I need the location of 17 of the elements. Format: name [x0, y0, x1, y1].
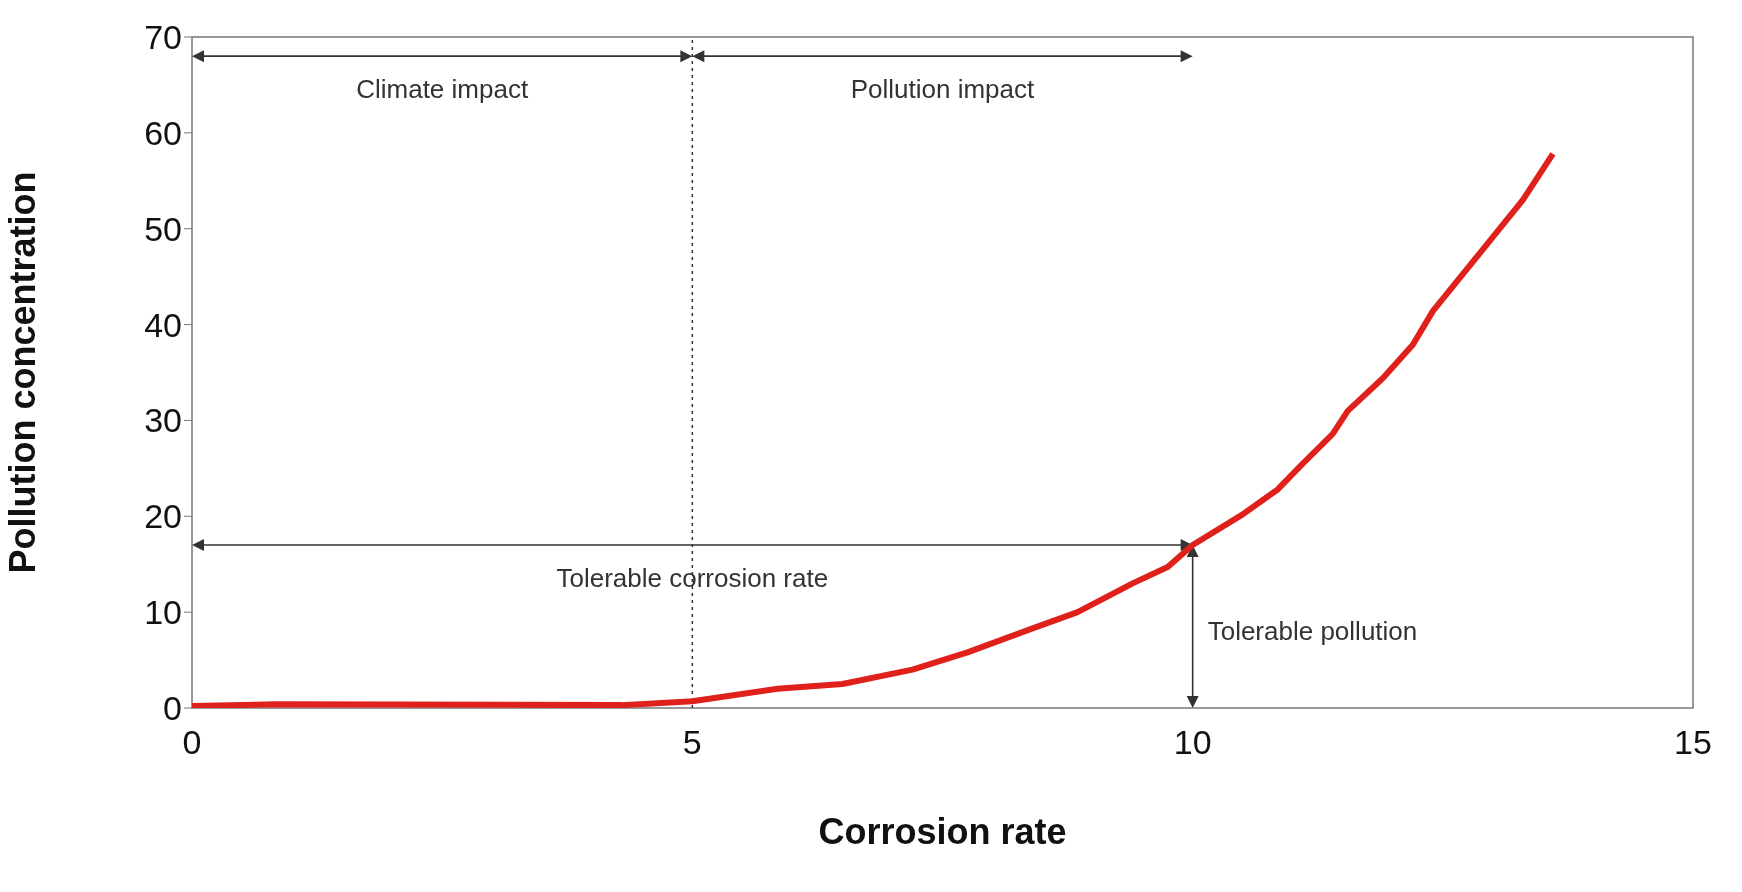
annotation: Tolerable pollution [1207, 616, 1418, 647]
y-axis-title: Pollution concentration [1, 171, 43, 574]
annotation: Pollution impact [850, 74, 1036, 105]
y-tick-label: 10 [144, 593, 182, 632]
x-tick-label: 10 [1173, 723, 1212, 762]
y-tick-label: 50 [144, 209, 182, 248]
x-axis-title: Corrosion rate [818, 811, 1067, 852]
x-tick-label: 5 [682, 723, 702, 762]
y-tick-label: 0 [163, 689, 182, 728]
y-tick-label: 20 [144, 497, 182, 536]
annotation: Tolerable corrosion rate [556, 563, 829, 594]
y-tick-label: 60 [144, 113, 182, 152]
y-tick-label: 30 [144, 401, 182, 440]
x-tick-label: 15 [1674, 723, 1712, 762]
annotation: Climate impact [356, 74, 529, 105]
y-tick-label: 70 [144, 18, 182, 57]
y-tick-label: 40 [144, 305, 182, 344]
